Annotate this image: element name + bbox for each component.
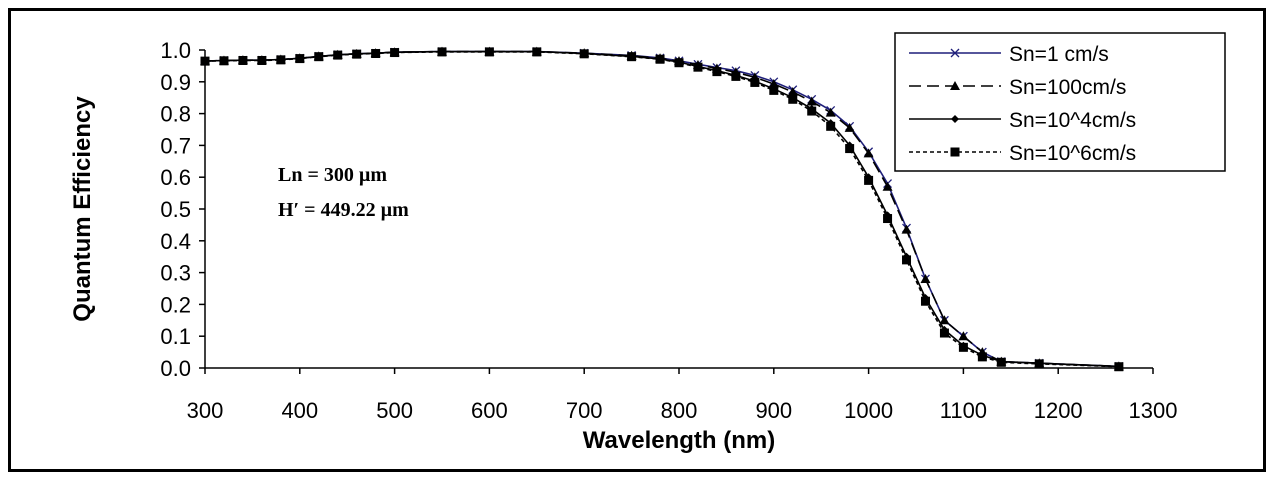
y-tick-label: 0.5 xyxy=(160,197,191,222)
data-point xyxy=(295,54,305,64)
data-point xyxy=(806,96,817,106)
data-point xyxy=(845,144,855,154)
legend-item: Sn=10^4cm/s xyxy=(909,109,1136,132)
data-point xyxy=(484,47,494,57)
y-tick-label: 0.1 xyxy=(160,324,191,349)
legend-marker xyxy=(950,48,960,58)
data-point xyxy=(1034,359,1044,369)
data-point xyxy=(882,181,893,191)
data-point xyxy=(920,273,931,283)
legend-box xyxy=(894,32,1226,172)
legend: Sn=1 cm/s Sn=100cm/s Sn=10^4cm/s Sn=10^6cm/… xyxy=(894,32,1226,172)
annotation-ln: Ln = 300 µm xyxy=(278,164,387,186)
x-tick-label: 500 xyxy=(376,398,413,423)
data-point xyxy=(1114,362,1124,372)
data-point xyxy=(958,342,968,352)
y-tick-label: 0.8 xyxy=(160,102,191,127)
legend-marker xyxy=(950,147,960,157)
data-point xyxy=(807,106,817,116)
data-point xyxy=(902,255,912,265)
legend-marker xyxy=(951,115,959,123)
legend-marker-stroke xyxy=(950,48,960,58)
y-axis-title: Quantum Efficiency xyxy=(69,96,96,322)
data-point xyxy=(655,54,665,64)
legend-label: Sn=100cm/s xyxy=(1009,76,1126,99)
data-point xyxy=(996,357,1006,367)
y-tick-label: 0.6 xyxy=(160,165,191,190)
data-point xyxy=(939,315,950,325)
legend-item: Sn=10^6cm/s xyxy=(909,142,1136,165)
data-point xyxy=(939,328,949,338)
x-tick-label: 600 xyxy=(471,398,508,423)
data-point xyxy=(787,86,798,96)
y-tick-label: 0.4 xyxy=(160,229,191,254)
legend-label: Sn=10^6cm/s xyxy=(1009,142,1136,165)
x-tick-label: 300 xyxy=(187,398,224,423)
legend-marker xyxy=(950,81,960,90)
data-point xyxy=(788,94,798,104)
data-point xyxy=(437,47,447,57)
y-tick-label: 0.2 xyxy=(160,292,191,317)
x-tick-label: 1200 xyxy=(1034,398,1083,423)
data-point xyxy=(390,48,400,58)
data-point xyxy=(627,52,637,62)
data-point xyxy=(750,77,760,87)
y-tick-label: 0.9 xyxy=(160,70,191,95)
chart-frame xyxy=(8,8,1266,472)
data-point xyxy=(352,49,362,59)
data-point xyxy=(920,296,930,306)
data-point xyxy=(977,352,987,362)
x-tick-label: 700 xyxy=(566,398,603,423)
x-tick-label: 900 xyxy=(755,398,792,423)
series-layer xyxy=(200,46,1124,372)
y-tick-label: 0.7 xyxy=(160,133,191,158)
data-point xyxy=(238,55,248,65)
data-point xyxy=(864,175,874,185)
y-tick-label: 1.0 xyxy=(160,38,191,63)
data-point xyxy=(314,52,324,62)
data-point xyxy=(883,214,893,224)
y-tick-label: 0.3 xyxy=(160,261,191,286)
data-point xyxy=(825,107,836,117)
data-point xyxy=(863,148,874,158)
legend-item: Sn=1 cm/s xyxy=(909,43,1109,66)
legend-label: Sn=10^4cm/s xyxy=(1009,109,1136,132)
data-point xyxy=(731,71,741,81)
data-point xyxy=(712,67,722,77)
data-point xyxy=(276,55,286,65)
x-tick-label: 800 xyxy=(661,398,698,423)
x-tick-label: 1000 xyxy=(844,398,893,423)
annotation-h: H′ = 449.22 µm xyxy=(278,199,409,221)
data-point xyxy=(901,224,912,234)
x-tick-label: 1100 xyxy=(940,398,987,423)
y-tick-label: 0.0 xyxy=(160,356,191,381)
x-tick-label: 400 xyxy=(281,398,318,423)
data-point xyxy=(333,50,343,60)
data-point xyxy=(768,79,779,89)
data-point xyxy=(532,47,542,57)
data-point xyxy=(579,49,589,59)
data-point xyxy=(200,56,210,66)
data-point xyxy=(844,122,855,132)
x-axis-title: Wavelength (nm) xyxy=(583,427,775,454)
series-3 xyxy=(200,47,1124,372)
data-point xyxy=(693,62,703,72)
data-point xyxy=(219,56,229,66)
x-tick-label: 1300 xyxy=(1129,398,1178,423)
legend-item: Sn=100cm/s xyxy=(909,76,1126,99)
data-point xyxy=(674,58,684,68)
data-point xyxy=(769,85,779,95)
axes: 300 400 500 600 700 800 900 1000 1100 1200 1300 0.0… xyxy=(160,38,1177,423)
legend-label: Sn=1 cm/s xyxy=(1009,43,1109,66)
data-point xyxy=(958,331,969,341)
data-point xyxy=(826,121,836,131)
data-point xyxy=(257,55,267,65)
data-point xyxy=(371,48,381,58)
